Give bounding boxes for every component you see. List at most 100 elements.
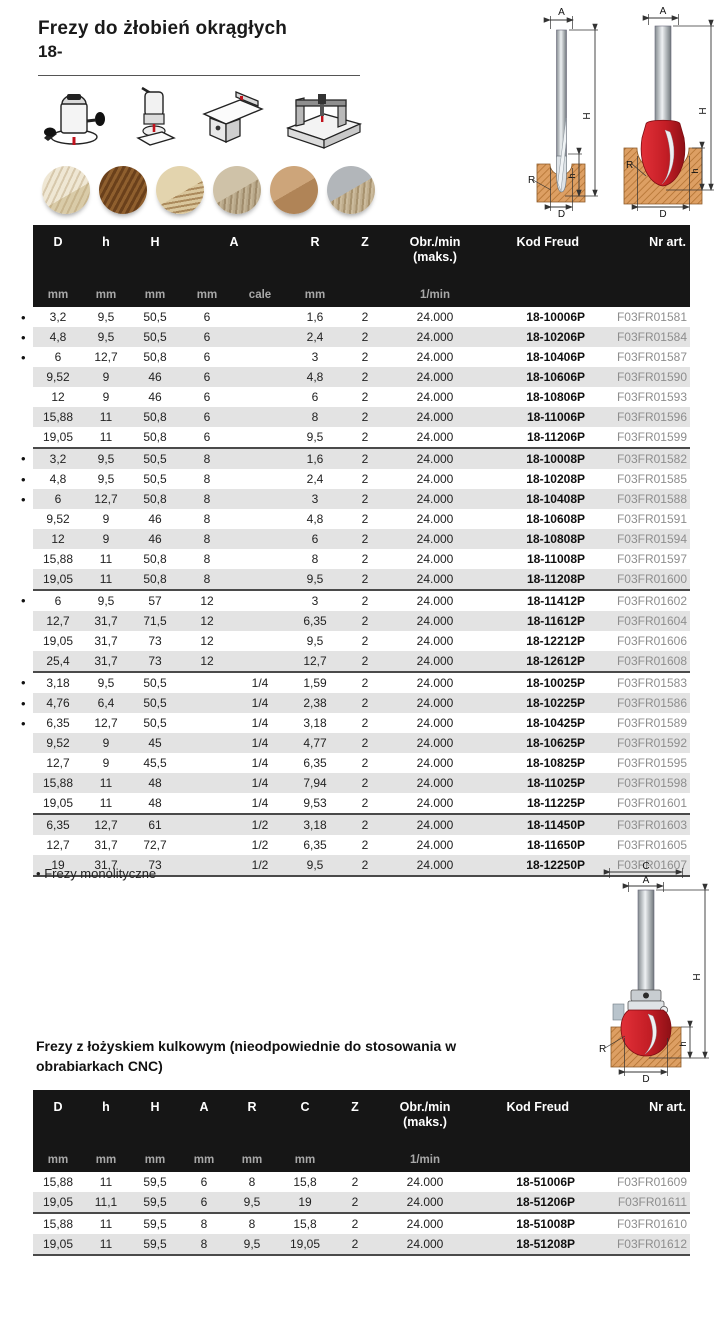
cell-h: 11 [83, 1212, 129, 1234]
cell-r: 8 [311, 552, 319, 566]
cell-h: 12,7 [83, 813, 129, 835]
monolithic-bullet: • [21, 590, 33, 611]
cell-r: 6,35 [303, 838, 327, 852]
cell-a-mm [181, 793, 233, 814]
cell-d: 6 [33, 589, 83, 611]
cell-H: 59,5 [143, 1175, 167, 1189]
cell-a-mm: 6 [181, 367, 233, 387]
round-nose-bit-diagram: A H h R D [623, 6, 714, 218]
cell-kod-freud: 18-11006P [483, 407, 599, 427]
monolithic-bit-diagram: A H h R D [528, 7, 598, 218]
cell-z: 2 [343, 367, 387, 387]
cell-a-cale: 1/4 [233, 733, 287, 753]
table-row: • 4,76 6,4 50,5 1/4 2,38 2 24.000 18-102… [21, 693, 690, 713]
cell-H: 45 [129, 733, 181, 753]
cell-kod-freud: 18-12612P [483, 651, 599, 672]
cell-z: 2 [361, 716, 369, 730]
bullet-margin [21, 1234, 33, 1255]
cell-rpm: 24.000 [416, 350, 454, 364]
cell-nr-art: F03FR01596 [599, 407, 690, 427]
cell-rpm: 24.000 [387, 773, 483, 793]
cell-H: 46 [148, 390, 162, 404]
cell-r: 2,38 [287, 693, 343, 713]
cell-a-cale [233, 529, 287, 549]
cell-z: 2 [343, 611, 387, 631]
cell-rpm: 24.000 [416, 756, 454, 770]
cell-a-cale [233, 407, 287, 427]
cell-kod-freud: 18-10825P [526, 756, 585, 770]
dim-label-c: C [642, 862, 649, 872]
cell-z: 2 [333, 1192, 377, 1213]
cell-kod-freud: 18-51006P [516, 1175, 575, 1189]
cell-d: 6,35 [33, 813, 83, 835]
cell-d: 6,35 [46, 716, 70, 730]
swatch-chipboard-icon [213, 166, 261, 214]
cell-H: 48 [148, 796, 162, 810]
header-row-labels: D h H A R Z Obr./min (maks.) Kod Freud N… [21, 225, 690, 275]
col-header-z: Z [333, 1090, 377, 1140]
monolithic-bullet [21, 773, 33, 793]
cell-nr-art: F03FR01585 [616, 472, 687, 486]
dim-label-a: A [643, 875, 650, 886]
cell-z: 2 [343, 447, 387, 469]
table-row: 19,05 11 50,8 6 9,5 2 24.000 18-11206P F… [21, 427, 690, 448]
cell-z: 2 [343, 693, 387, 713]
cell-a-mm: 12 [181, 651, 233, 672]
cell-r: 3,18 [303, 716, 327, 730]
cell-rpm: 24.000 [387, 569, 483, 590]
cell-a-mm [181, 713, 233, 733]
cell-r: 8 [248, 1175, 256, 1189]
cell-H: 50,8 [143, 430, 167, 444]
cell-a-cale: 1/4 [251, 796, 269, 810]
cell-a-mm: 6 [203, 310, 211, 324]
cell-nr-art: F03FR01591 [616, 512, 687, 526]
cell-a-cale [233, 509, 287, 529]
cell-z: 2 [361, 552, 369, 566]
cell-a-cale [233, 589, 287, 611]
monolithic-bullet [21, 814, 33, 835]
cell-h: 9,5 [83, 447, 129, 469]
section2-title: Frezy z łożyskiem kulkowym (nieodpowiedn… [36, 1038, 457, 1075]
cell-r: 3 [287, 589, 343, 611]
cell-d: 25,4 [33, 651, 83, 672]
monolithic-bullet [21, 733, 33, 753]
cell-a-mm: 8 [181, 529, 233, 549]
cell-rpm: 24.000 [416, 634, 454, 648]
col-header-d: D [33, 225, 83, 275]
cell-h: 31,7 [83, 855, 129, 877]
cell-H: 50,5 [129, 693, 181, 713]
cell-z: 2 [361, 310, 369, 324]
cell-H: 45,5 [143, 756, 167, 770]
table-row: 12 9 46 6 6 2 24.000 18-10806P F03FR0159… [21, 387, 690, 407]
cell-h: 9,5 [83, 671, 129, 693]
cell-kod-freud: 18-10606P [483, 367, 599, 387]
cell-H: 50,8 [143, 552, 167, 566]
cell-z: 2 [361, 430, 369, 444]
unit-H: mm [129, 1140, 181, 1172]
cell-rpm: 24.000 [387, 651, 483, 672]
cell-h: 31,7 [83, 651, 129, 672]
cell-H: 71,5 [129, 611, 181, 631]
cell-rpm: 24.000 [387, 367, 483, 387]
cell-d: 19,05 [42, 430, 74, 444]
cell-kod-freud: 18-10425P [526, 716, 585, 730]
cell-rpm: 24.000 [416, 430, 454, 444]
monolithic-bullet: • [21, 469, 33, 489]
cell-H: 61 [129, 813, 181, 835]
col-header-c: C [277, 1090, 333, 1140]
cell-r: 1,59 [287, 671, 343, 693]
cell-a: 6 [200, 1175, 208, 1189]
cell-a-cale [233, 307, 287, 327]
cell-r: 9,5 [306, 634, 324, 648]
cell-a-mm [181, 671, 233, 693]
monolithic-bullet [21, 529, 33, 549]
dim-label-h-total: H [582, 112, 593, 119]
cell-a-mm [181, 835, 233, 855]
unit-a-cale: cale [233, 275, 287, 307]
cell-a-cale: 1/2 [233, 855, 287, 877]
dim-label-h-total: H [692, 973, 703, 980]
cell-kod-freud: 18-51208P [473, 1234, 589, 1256]
bullet-margin [21, 1172, 33, 1192]
cell-rpm: 24.000 [387, 407, 483, 427]
groove-bits-table: D h H A R Z Obr./min (maks.) Kod Freud N… [21, 225, 690, 877]
